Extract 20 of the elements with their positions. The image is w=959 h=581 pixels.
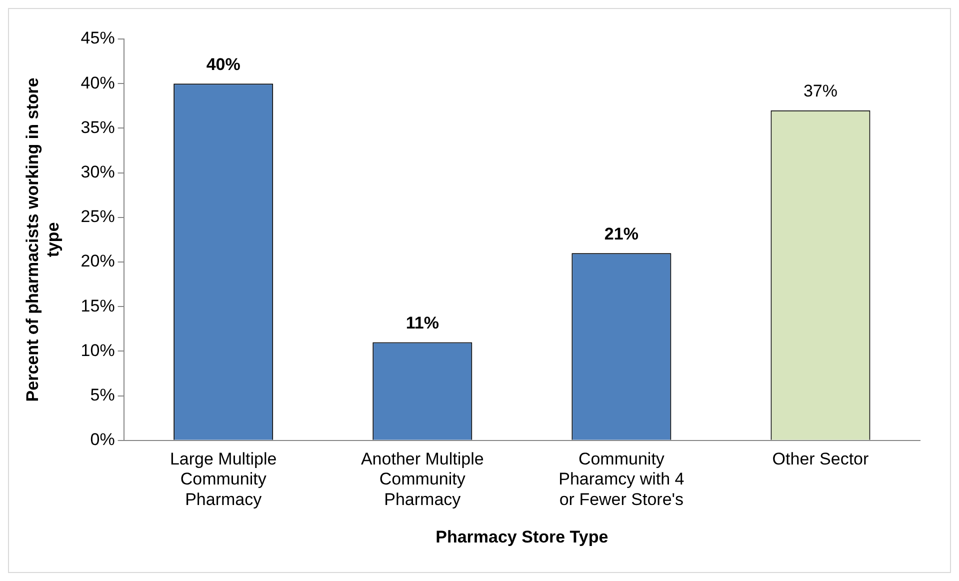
y-tick-label: 40%	[80, 73, 115, 92]
data-label: 37%	[803, 82, 838, 101]
x-tick-label: Other Sector	[772, 449, 869, 468]
y-tick-label: 45%	[80, 28, 115, 48]
x-tick-label: Community Pharamcy with 4 or Fewer Store's	[558, 449, 684, 510]
data-label: 21%	[604, 224, 638, 244]
y-tick-label: 10%	[80, 340, 115, 360]
y-tick-label: 35%	[80, 118, 115, 137]
y-tick-label: 30%	[80, 162, 115, 182]
x-tick-label: Another Multiple Community Pharmacy	[360, 449, 484, 510]
data-label: 11%	[406, 313, 439, 332]
y-tick-label: 0%	[90, 430, 115, 450]
y-tick-label: 15%	[80, 296, 115, 316]
data-label: 40%	[206, 54, 240, 74]
y-tick-label: 25%	[80, 207, 115, 226]
x-tick-label: Large Multiple Community Pharmacy	[170, 449, 277, 510]
y-axis-title: Percent of pharmacists working in store type	[22, 78, 62, 402]
y-tick-label: 5%	[90, 385, 115, 404]
y-tick-label: 20%	[80, 252, 115, 271]
x-axis-title: Pharmacy Store Type	[436, 527, 608, 546]
